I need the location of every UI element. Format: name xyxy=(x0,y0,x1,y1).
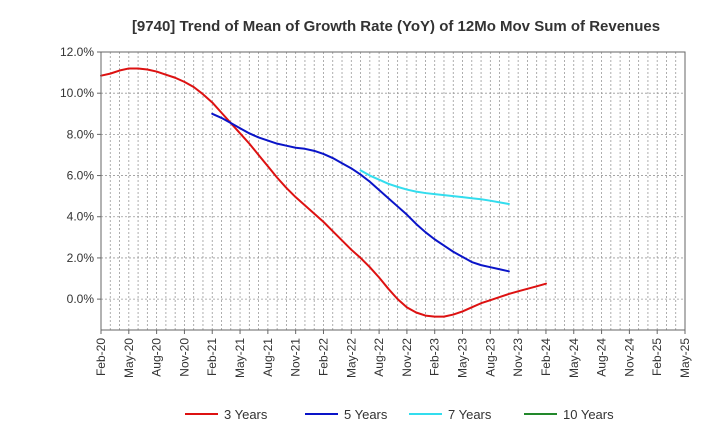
x-tick-label: Feb-20 xyxy=(94,338,108,376)
series-line-3-years xyxy=(100,67,547,318)
y-tick-label: 6.0% xyxy=(67,169,95,183)
x-tick-label: Feb-23 xyxy=(428,338,442,376)
x-tick-label: Nov-23 xyxy=(511,338,525,377)
x-tick-label: Nov-24 xyxy=(622,338,636,377)
x-tick-label: May-22 xyxy=(344,338,358,378)
chart-title: [9740] Trend of Mean of Growth Rate (YoY… xyxy=(132,18,660,35)
y-axis: 0.0% 2.0% 4.0% 6.0% 8.0% 10.0% 12.0% xyxy=(60,45,101,306)
x-tick-label: Aug-20 xyxy=(150,338,164,377)
legend: 3 Years 5 Years 7 Years 10 Years xyxy=(185,407,614,422)
x-axis: Feb-20 May-20 Aug-20 Nov-20 Feb-21 May-21 Aug-… xyxy=(94,330,692,378)
y-tick-label: 4.0% xyxy=(67,210,95,224)
x-tick-label: May-23 xyxy=(456,338,470,378)
y-tick-label: 10.0% xyxy=(60,86,94,100)
x-tick-label: Aug-23 xyxy=(483,338,497,377)
x-tick-label: May-25 xyxy=(678,338,692,378)
plot-frame xyxy=(100,51,686,331)
y-tick-label: 8.0% xyxy=(67,127,95,141)
y-tick-label: 12.0% xyxy=(60,45,94,59)
x-tick-label: May-21 xyxy=(233,338,247,378)
x-tick-label: Aug-24 xyxy=(595,338,609,377)
x-tick-label: Feb-25 xyxy=(650,338,664,376)
grid xyxy=(101,51,685,330)
x-tick-label: Feb-24 xyxy=(539,338,553,376)
x-tick-label: May-24 xyxy=(567,338,581,378)
y-tick-label: 2.0% xyxy=(67,251,95,265)
x-tick-label: May-20 xyxy=(122,338,136,378)
x-tick-label: Nov-20 xyxy=(177,338,191,377)
x-tick-label: Feb-21 xyxy=(205,338,219,376)
x-tick-label: Aug-21 xyxy=(261,338,275,377)
legend-label-7-years: 7 Years xyxy=(448,407,492,422)
x-tick-label: Nov-22 xyxy=(400,338,414,377)
series-group xyxy=(100,67,547,318)
series-line-5-years xyxy=(211,112,510,273)
x-tick-label: Nov-21 xyxy=(289,338,303,377)
y-tick-label: 0.0% xyxy=(67,292,95,306)
legend-label-10-years: 10 Years xyxy=(563,407,614,422)
legend-label-5-years: 5 Years xyxy=(344,407,388,422)
legend-label-3-years: 3 Years xyxy=(224,407,268,422)
x-tick-label: Aug-22 xyxy=(372,338,386,377)
series-line-7-years xyxy=(359,169,510,205)
x-tick-label: Feb-22 xyxy=(316,338,330,376)
